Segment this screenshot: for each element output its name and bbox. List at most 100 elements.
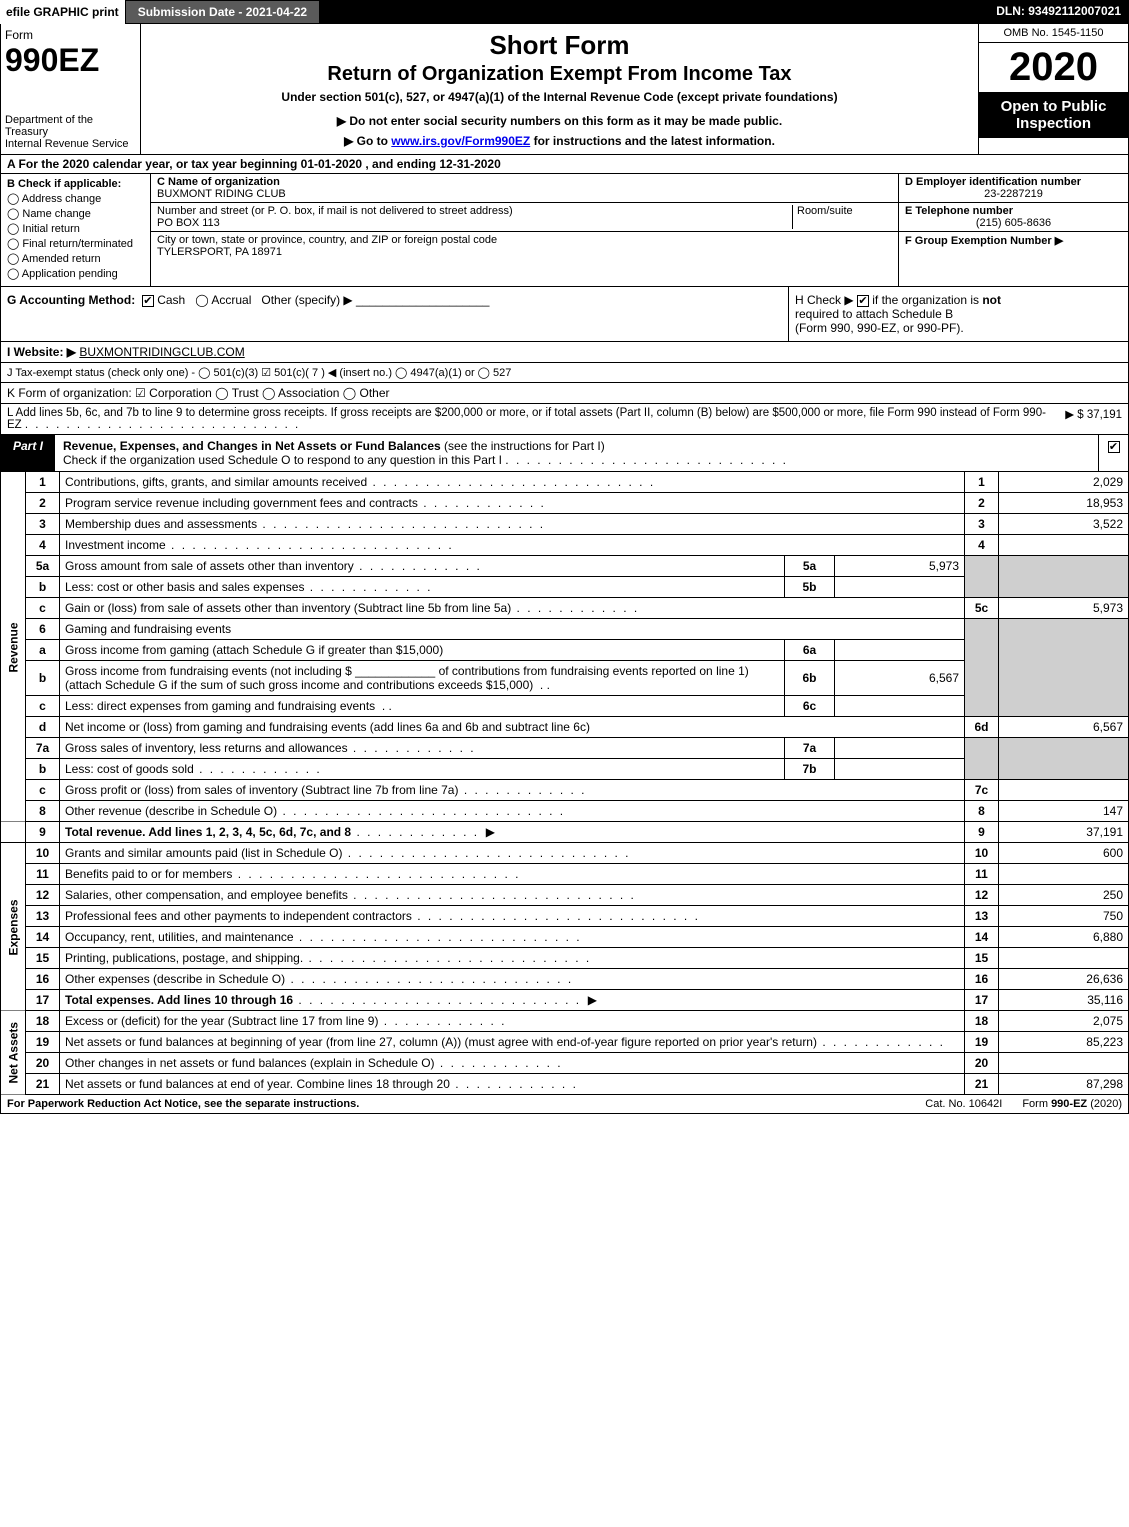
l8-box: 8 (965, 801, 999, 822)
chk-name-change[interactable]: Name change (7, 207, 144, 220)
l18-desc: Excess or (deficit) for the year (Subtra… (65, 1014, 378, 1028)
l15-num: 15 (26, 948, 60, 969)
g-accrual: Accrual (211, 293, 251, 307)
c-room-label: Room/suite (792, 205, 892, 229)
subtitle-section: Under section 501(c), 527, or 4947(a)(1)… (149, 90, 970, 104)
l18-num: 18 (26, 1011, 60, 1032)
net-assets-table: Net Assets 18 Excess or (deficit) for th… (0, 1011, 1129, 1095)
l10-val: 600 (999, 843, 1129, 864)
website-link[interactable]: BUXMONTRIDINGCLUB.COM (79, 345, 244, 359)
l2-val: 18,953 (999, 493, 1129, 514)
omb-number: OMB No. 1545-1150 (979, 24, 1128, 43)
row-j-tax-exempt: J Tax-exempt status (check only one) - ◯… (0, 363, 1129, 383)
l8-desc: Other revenue (describe in Schedule O) (65, 804, 277, 818)
l2-num: 2 (26, 493, 60, 514)
l7a-sub: 7a (785, 738, 835, 759)
l6d-num: d (26, 717, 60, 738)
footer-left: For Paperwork Reduction Act Notice, see … (7, 1098, 905, 1110)
goto-line: ▶ Go to www.irs.gov/Form990EZ for instru… (149, 134, 970, 148)
h-not: not (982, 293, 1001, 307)
l5b-desc: Less: cost or other basis and sales expe… (65, 580, 304, 594)
l8-val: 147 (999, 801, 1129, 822)
l9-desc: Total revenue. Add lines 1, 2, 3, 4, 5c,… (65, 825, 351, 839)
l14-desc: Occupancy, rent, utilities, and maintena… (65, 930, 294, 944)
chk-h[interactable]: ✔ (857, 295, 869, 307)
l7b-sub: 7b (785, 759, 835, 780)
g-cash: Cash (157, 293, 185, 307)
l6c-subval (835, 696, 965, 717)
l6c-desc: Less: direct expenses from gaming and fu… (65, 699, 375, 713)
chk-part1-sched-o[interactable]: ✔ (1108, 441, 1120, 453)
l18-box: 18 (965, 1011, 999, 1032)
l7c-val (999, 780, 1129, 801)
chk-address-change[interactable]: Address change (7, 192, 144, 205)
l5a-subval: 5,973 (835, 556, 965, 577)
side-net-assets: Net Assets (1, 1011, 26, 1095)
col-c-org-info: C Name of organization BUXMONT RIDING CL… (151, 174, 898, 286)
l5a-num: 5a (26, 556, 60, 577)
l14-box: 14 (965, 927, 999, 948)
c-addr-value: PO BOX 113 (157, 217, 220, 229)
ssn-warning: ▶ Do not enter social security numbers o… (149, 114, 970, 128)
l6a-desc: Gross income from gaming (attach Schedul… (65, 643, 443, 657)
irs-link[interactable]: www.irs.gov/Form990EZ (391, 134, 530, 148)
l12-val: 250 (999, 885, 1129, 906)
l8-num: 8 (26, 801, 60, 822)
l13-num: 13 (26, 906, 60, 927)
chk-cash[interactable]: ✔ (142, 295, 154, 307)
l5a-desc: Gross amount from sale of assets other t… (65, 559, 354, 573)
l7c-box: 7c (965, 780, 999, 801)
efile-print-label[interactable]: efile GRAPHIC print (0, 0, 125, 24)
col-b-checkboxes: B Check if applicable: Address change Na… (1, 174, 151, 286)
footer-form: Form 990-EZ (2020) (1022, 1098, 1122, 1110)
l13-val: 750 (999, 906, 1129, 927)
l-amount: ▶ $ 37,191 (1057, 407, 1122, 431)
l9-arrow: ▶ (486, 825, 495, 839)
form-header: Form 990EZ Department of the Treasury In… (0, 24, 1129, 155)
l20-desc: Other changes in net assets or fund bala… (65, 1056, 435, 1070)
g-label: G Accounting Method: (7, 293, 135, 307)
l17-desc: Total expenses. Add lines 10 through 16 (65, 993, 293, 1007)
l7a-desc: Gross sales of inventory, less returns a… (65, 741, 348, 755)
e-phone-label: E Telephone number (905, 205, 1013, 217)
l1-desc: Contributions, gifts, grants, and simila… (65, 475, 367, 489)
l19-box: 19 (965, 1032, 999, 1053)
chk-initial-return[interactable]: Initial return (7, 222, 144, 235)
chk-application-pending[interactable]: Application pending (7, 267, 144, 280)
l6c-sub: 6c (785, 696, 835, 717)
side-expenses: Expenses (1, 843, 26, 1011)
d-ein-label: D Employer identification number (905, 176, 1081, 188)
l6d-val: 6,567 (999, 717, 1129, 738)
chk-amended-return[interactable]: Amended return (7, 252, 144, 265)
h-mid: if the organization is (872, 293, 982, 307)
l19-desc: Net assets or fund balances at beginning… (65, 1035, 817, 1049)
topbar: efile GRAPHIC print Submission Date - 20… (0, 0, 1129, 24)
l6c-num: c (26, 696, 60, 717)
part1-header: Part I Revenue, Expenses, and Changes in… (0, 435, 1129, 472)
l11-desc: Benefits paid to or for members (65, 867, 232, 881)
header-right: OMB No. 1545-1150 2020 Open to Public In… (978, 24, 1128, 154)
form-number: 990EZ (5, 42, 136, 79)
l16-box: 16 (965, 969, 999, 990)
f-group-label: F Group Exemption Number ▶ (905, 235, 1063, 247)
footer-cat: Cat. No. 10642I (905, 1098, 1022, 1110)
l14-val: 6,880 (999, 927, 1129, 948)
l1-num: 1 (26, 472, 60, 493)
l12-desc: Salaries, other compensation, and employ… (65, 888, 348, 902)
l11-num: 11 (26, 864, 60, 885)
l4-desc: Investment income (65, 538, 166, 552)
row-i-website: I Website: ▶ BUXMONTRIDINGCLUB.COM (0, 342, 1129, 363)
chk-final-return[interactable]: Final return/terminated (7, 237, 144, 250)
l6-desc: Gaming and fundraising events (60, 619, 965, 640)
l9-box: 9 (965, 822, 999, 843)
l6d-desc: Net income or (loss) from gaming and fun… (60, 717, 965, 738)
l5c-desc: Gain or (loss) from sale of assets other… (65, 601, 511, 615)
l1-box: 1 (965, 472, 999, 493)
l6d-box: 6d (965, 717, 999, 738)
l17-arrow: ▶ (588, 993, 597, 1007)
header-mid: Short Form Return of Organization Exempt… (141, 24, 978, 154)
dept-irs: Internal Revenue Service (5, 138, 136, 150)
l12-box: 12 (965, 885, 999, 906)
l10-num: 10 (26, 843, 60, 864)
part1-title-rest: (see the instructions for Part I) (441, 439, 605, 453)
